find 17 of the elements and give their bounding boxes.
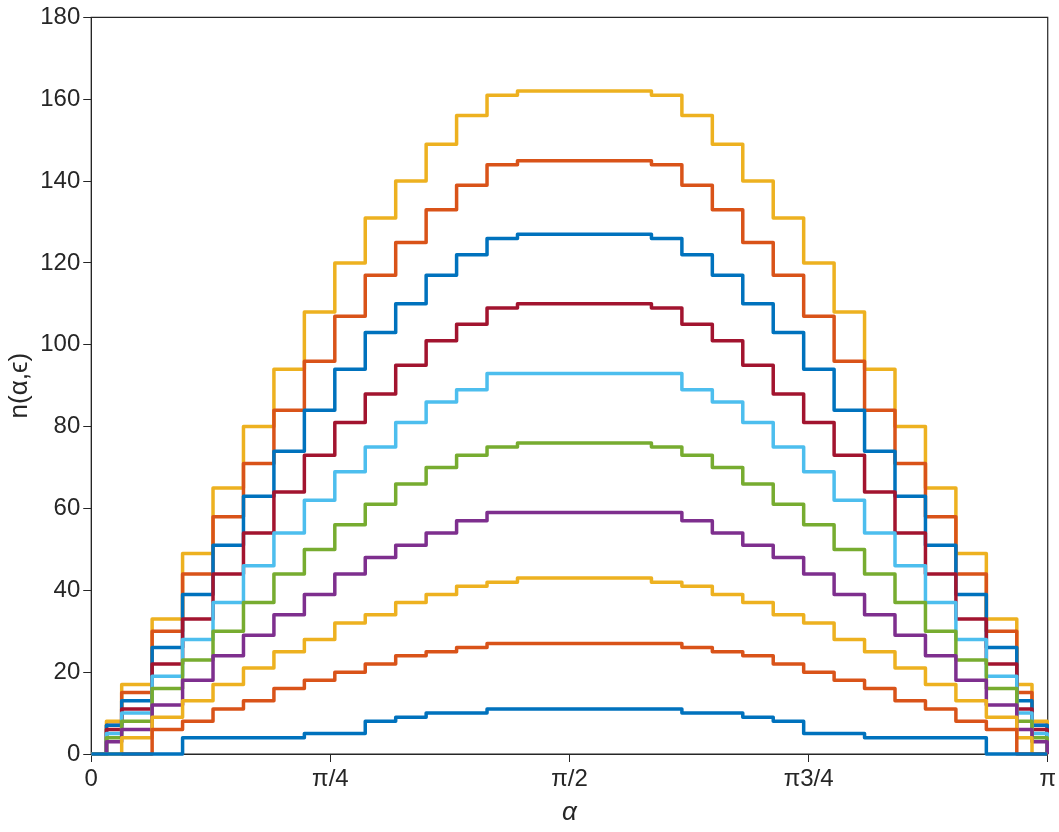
x-tick-label: 0 (84, 764, 98, 792)
y-tick-label: 20 (53, 656, 81, 684)
y-tick-label: 0 (66, 738, 81, 766)
y-tick-label: 180 (40, 2, 81, 30)
y-tick-label: 80 (53, 411, 81, 439)
y-axis-title: n(α,ϵ) (2, 352, 33, 419)
y-tick-label: 60 (53, 493, 81, 521)
y-tick-label: 160 (40, 83, 81, 111)
x-tick-label: π (1039, 764, 1056, 792)
x-tick-label: π/4 (312, 764, 349, 792)
x-tick-label: π/2 (551, 764, 588, 792)
y-tick-label: 140 (40, 165, 81, 193)
y-tick-label: 120 (40, 247, 81, 275)
x-tick-label: π3/4 (783, 764, 834, 792)
y-tick-label: 40 (53, 574, 81, 602)
x-axis-title: α (562, 795, 579, 826)
y-tick-label: 100 (40, 329, 81, 357)
